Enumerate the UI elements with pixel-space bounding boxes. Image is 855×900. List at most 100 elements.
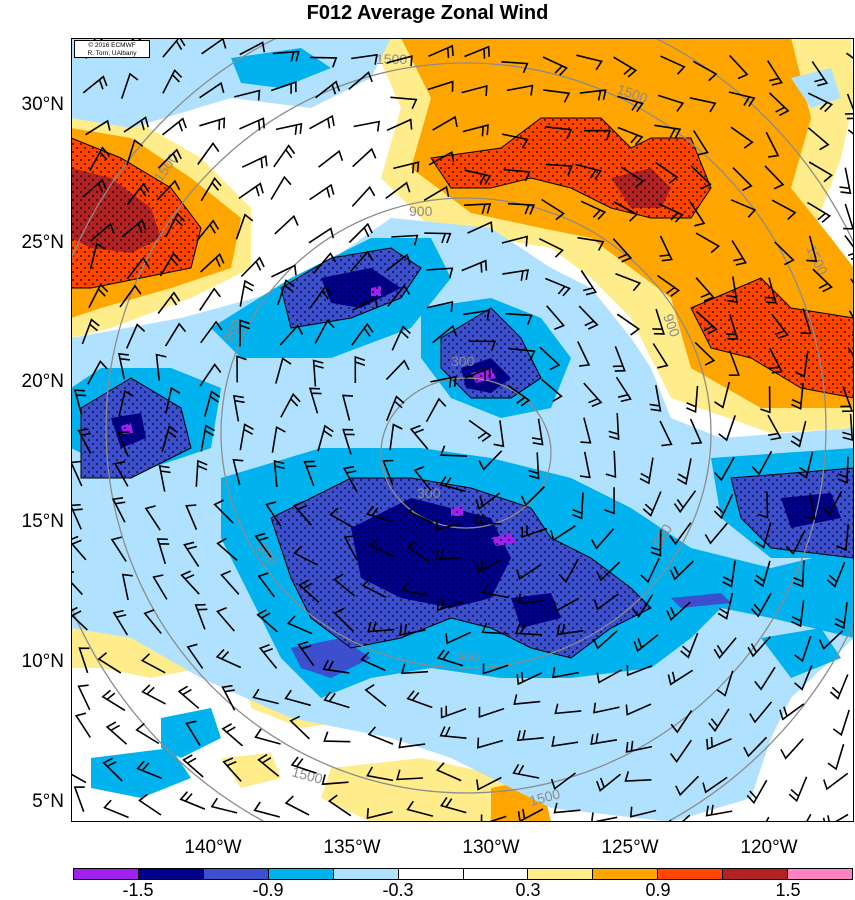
wind-barb xyxy=(236,355,247,383)
wind-barb xyxy=(309,285,332,309)
wind-barb xyxy=(461,84,488,97)
latitude-label: 5°N xyxy=(32,791,64,812)
wind-barb xyxy=(512,764,540,779)
wind-barb xyxy=(464,169,492,185)
wind-barb xyxy=(315,80,341,99)
wind-barb xyxy=(312,359,324,387)
wind-barb xyxy=(765,816,770,822)
wind-barb xyxy=(216,537,238,562)
wind-barb xyxy=(501,235,528,247)
wind-barb xyxy=(605,450,617,478)
wind-barb xyxy=(468,419,492,442)
wind-barb xyxy=(164,212,186,238)
colorbar-swatch xyxy=(723,869,789,879)
wind-barb xyxy=(572,492,584,520)
wind-barb xyxy=(464,45,490,59)
wind-barb xyxy=(317,424,334,452)
wind-barb xyxy=(726,276,738,304)
wind-barb xyxy=(528,452,540,480)
wind-barb xyxy=(367,621,395,633)
wind-barb xyxy=(186,643,204,669)
wind-barb xyxy=(660,55,686,75)
wind-barb xyxy=(531,418,544,446)
wind-barb xyxy=(210,797,238,814)
wind-barb xyxy=(464,203,492,215)
wind-barb xyxy=(680,632,699,659)
wind-barb xyxy=(505,312,533,326)
wind-barb xyxy=(731,240,747,266)
wind-barb xyxy=(768,92,790,117)
wind-barb xyxy=(461,259,488,273)
wind-barb xyxy=(279,324,304,346)
wind-barb xyxy=(239,423,254,451)
wind-barb xyxy=(428,44,454,58)
wind-barb xyxy=(369,538,395,558)
wind-barb xyxy=(222,757,242,782)
wind-barb xyxy=(788,776,808,803)
wind-barb xyxy=(596,773,621,792)
wind-barb xyxy=(590,733,618,745)
wind-barb xyxy=(158,465,171,492)
wind-barb xyxy=(583,129,612,141)
wind-barb xyxy=(239,319,250,347)
wind-barb xyxy=(399,624,426,637)
wind-barb xyxy=(387,284,411,307)
wind-barb xyxy=(513,694,541,706)
wind-barb xyxy=(517,593,545,605)
contour-label: 900 xyxy=(456,649,480,665)
wind-barb xyxy=(199,363,222,387)
wind-barb xyxy=(309,183,335,201)
wind-barb xyxy=(501,133,529,149)
wind-barb xyxy=(771,199,797,220)
wind-barb xyxy=(520,486,545,507)
wind-barb xyxy=(435,762,462,782)
wind-barb xyxy=(103,799,129,819)
wind-barb xyxy=(818,630,844,650)
wind-barb xyxy=(270,80,297,94)
wind-barb xyxy=(144,505,161,531)
wind-barb xyxy=(704,522,728,545)
wind-barb xyxy=(343,535,358,561)
wind-barb xyxy=(613,56,638,78)
wind-barb xyxy=(367,726,394,745)
wind-barb xyxy=(774,241,795,266)
wind-barb xyxy=(162,68,183,94)
wind-barb xyxy=(507,384,531,407)
wind-barb xyxy=(386,55,413,67)
wind-barb xyxy=(361,578,387,599)
wind-barb xyxy=(185,720,201,747)
wind-barb xyxy=(596,669,623,684)
wind-barb xyxy=(656,274,681,297)
wind-barb xyxy=(822,490,843,516)
wind-barb xyxy=(406,690,433,709)
wind-barb xyxy=(840,386,854,413)
wind-barb xyxy=(141,684,166,705)
wind-barb xyxy=(272,50,300,62)
colorbar-swatch xyxy=(138,869,204,879)
wind-barb xyxy=(612,238,633,263)
colorbar-label: 0.3 xyxy=(515,880,541,900)
wind-barb xyxy=(180,570,200,595)
wind-barb xyxy=(794,636,812,663)
wind-barb xyxy=(493,420,505,448)
wind-barb xyxy=(123,116,149,133)
wind-barb xyxy=(791,600,805,628)
copyright-box: © 2016 ECMWF R. Torn, UAlbany xyxy=(74,40,150,58)
wind-barb xyxy=(439,445,468,457)
wind-barb xyxy=(626,664,653,677)
wind-barb xyxy=(185,504,198,531)
wind-barb xyxy=(165,386,181,414)
wind-barb xyxy=(592,630,618,650)
wind-barb xyxy=(754,522,772,549)
wind-barb xyxy=(352,147,377,168)
wind-barb xyxy=(366,766,394,782)
wind-barb xyxy=(232,394,245,422)
wind-barb xyxy=(692,130,709,156)
wind-barb xyxy=(847,129,854,136)
wind-barb xyxy=(732,167,753,192)
wind-barb xyxy=(617,126,644,146)
wind-barb xyxy=(696,311,718,335)
wind-barb xyxy=(785,529,806,555)
wind-barb xyxy=(476,776,502,791)
wind-barb xyxy=(254,532,272,558)
